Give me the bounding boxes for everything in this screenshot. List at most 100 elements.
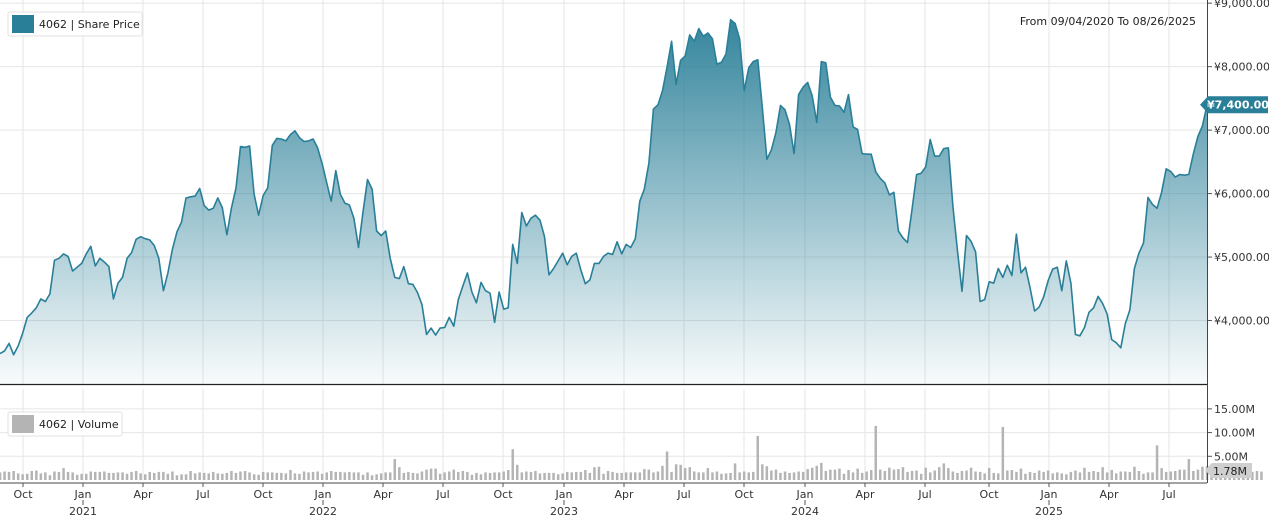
volume-bar bbox=[1146, 472, 1150, 480]
volume-bar bbox=[570, 472, 573, 480]
price-legend: 4062 | Share Price bbox=[7, 11, 143, 37]
volume-bar bbox=[747, 472, 750, 480]
volume-bar bbox=[643, 469, 646, 480]
volume-bar bbox=[1192, 471, 1195, 480]
volume-bar bbox=[243, 471, 247, 480]
volume-bar bbox=[1006, 470, 1009, 480]
volume-bar bbox=[851, 472, 855, 480]
x-month-tick-label: Oct bbox=[493, 488, 513, 501]
volume-bar bbox=[552, 472, 555, 480]
last-volume-value: 1.78M bbox=[1213, 465, 1247, 478]
volume-bar bbox=[66, 471, 70, 480]
volume-bar bbox=[892, 469, 896, 480]
volume-bar bbox=[1124, 471, 1127, 480]
volume-bar bbox=[384, 472, 387, 480]
volume-y-tick-label: 5.00M bbox=[1214, 450, 1248, 463]
volume-bar bbox=[311, 471, 315, 480]
volume-bar bbox=[325, 472, 328, 480]
volume-bar bbox=[1115, 473, 1118, 480]
x-year-tick-label: 2024 bbox=[791, 505, 819, 518]
x-month-tick-label: Apr bbox=[855, 488, 875, 501]
volume-bar bbox=[1119, 471, 1122, 480]
volume-bar bbox=[724, 473, 728, 480]
volume-bar bbox=[48, 475, 52, 480]
volume-bar bbox=[956, 472, 959, 480]
volume-bar bbox=[1069, 471, 1073, 480]
volume-bar bbox=[624, 472, 628, 480]
volume-bar bbox=[1019, 468, 1023, 480]
volume-bar bbox=[1015, 471, 1018, 480]
volume-bar bbox=[824, 471, 828, 480]
volume-bar bbox=[1074, 470, 1077, 480]
volume-bar bbox=[938, 467, 941, 480]
last-price-value: ¥7,400.00 bbox=[1207, 99, 1269, 112]
volume-bar bbox=[788, 472, 791, 480]
price-y-tick-label: ¥9,000.00 bbox=[1214, 0, 1269, 10]
volume-bar bbox=[511, 449, 514, 480]
volume-bar bbox=[978, 471, 982, 480]
volume-bar bbox=[134, 471, 138, 480]
x-month-tick-label: Jan bbox=[555, 488, 573, 501]
volume-bar bbox=[915, 470, 918, 480]
volume-bar bbox=[320, 473, 324, 480]
x-month-tick-label: Jul bbox=[435, 488, 449, 501]
volume-bar bbox=[770, 470, 773, 480]
volume-bar bbox=[674, 464, 678, 480]
x-year-tick-label: 2021 bbox=[69, 505, 97, 518]
volume-bar bbox=[429, 468, 433, 480]
volume-bar bbox=[1078, 472, 1082, 480]
price-y-tick-label: ¥6,000.00 bbox=[1214, 188, 1269, 201]
volume-bar bbox=[411, 472, 415, 480]
volume-bar bbox=[212, 471, 215, 480]
volume-bar bbox=[910, 471, 914, 480]
volume-bar bbox=[230, 471, 233, 480]
volume-bar bbox=[470, 474, 474, 480]
volume-bar bbox=[779, 472, 782, 480]
volume-bar bbox=[398, 467, 401, 480]
volume-bar bbox=[130, 471, 133, 480]
volume-bar bbox=[35, 470, 38, 480]
volume-bar bbox=[53, 471, 56, 480]
volume-bar bbox=[1001, 426, 1005, 480]
volume-bar bbox=[797, 471, 800, 480]
x-year-tick-label: 2023 bbox=[550, 505, 578, 518]
volume-bar bbox=[1142, 473, 1145, 480]
volume-bar bbox=[942, 463, 946, 480]
volume-bar bbox=[897, 469, 900, 480]
volume-bar bbox=[193, 473, 197, 480]
volume-bar bbox=[198, 472, 201, 480]
volume-bar bbox=[1169, 471, 1172, 480]
volume-bar bbox=[715, 471, 719, 480]
volume-bar bbox=[39, 473, 43, 480]
volume-legend: 4062 | Volume bbox=[7, 411, 123, 437]
volume-bar bbox=[733, 463, 737, 480]
volume-bar bbox=[1060, 473, 1063, 480]
volume-bar bbox=[566, 471, 569, 480]
volume-bar bbox=[801, 471, 805, 480]
volume-bar bbox=[112, 472, 115, 480]
volume-bar bbox=[466, 471, 469, 480]
volume-bar bbox=[543, 472, 546, 480]
volume-bar bbox=[7, 471, 11, 480]
volume-bar bbox=[420, 471, 424, 480]
volume-bar bbox=[98, 471, 102, 480]
volume-bar bbox=[1110, 470, 1113, 480]
volume-bar bbox=[606, 471, 610, 480]
volume-y-tick-label: 10.00M bbox=[1214, 427, 1255, 440]
price-legend-label: 4062 | Share Price bbox=[39, 18, 140, 31]
volume-bar bbox=[575, 471, 578, 480]
volume-bar bbox=[1010, 470, 1014, 480]
volume-bar bbox=[475, 472, 478, 480]
volume-bar bbox=[1137, 471, 1141, 480]
volume-bar bbox=[1028, 471, 1032, 480]
volume-bar bbox=[348, 471, 351, 480]
volume-bar bbox=[665, 451, 669, 480]
volume-bar bbox=[647, 469, 651, 480]
last-price-badge: ¥7,400.00 bbox=[1200, 96, 1269, 114]
volume-bar bbox=[1056, 472, 1059, 480]
volume-bar bbox=[883, 471, 887, 480]
volume-bar bbox=[416, 473, 419, 480]
volume-bar bbox=[334, 471, 337, 480]
x-month-tick-label: Jan bbox=[314, 488, 332, 501]
volume-bar bbox=[71, 472, 74, 480]
